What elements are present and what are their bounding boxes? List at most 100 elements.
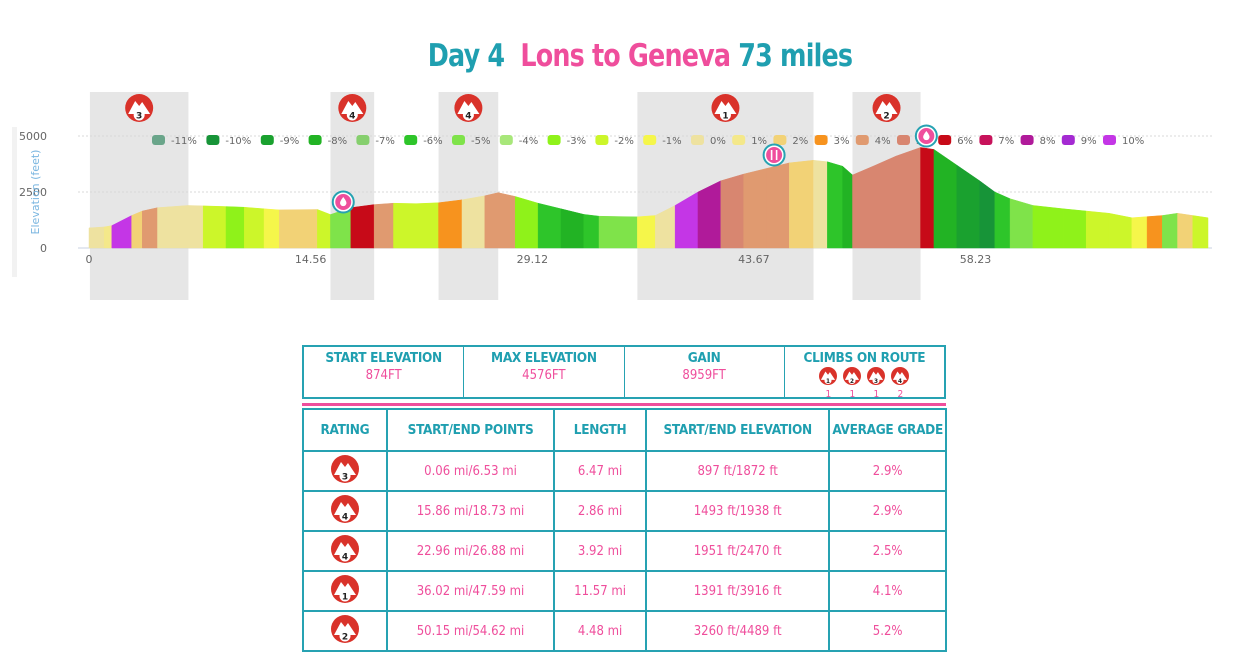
- elevation-segment: [697, 180, 722, 249]
- elevation-segment: [933, 148, 958, 249]
- points-cell: 22.96 mi/26.88 mi: [385, 530, 556, 572]
- legend-item: -6%: [404, 135, 443, 147]
- legend-swatch: [897, 135, 910, 145]
- food-stop-icon: [762, 143, 786, 167]
- elevation-segment: [1063, 208, 1087, 249]
- rating-cell: 1: [302, 570, 388, 612]
- legend-swatch: [979, 135, 993, 145]
- header-elevation: START/END ELEVATION: [644, 408, 831, 452]
- elevation-segment: [484, 192, 499, 249]
- legend-label: 4%: [875, 136, 891, 147]
- grade-cell: 5.2%: [828, 610, 947, 652]
- elevation-segment: [956, 164, 980, 249]
- legend-item: -2%: [595, 135, 634, 147]
- max-elevation-value: 4576FT: [522, 368, 566, 383]
- elevation-segment: [393, 202, 417, 249]
- mountain-shape: [821, 371, 836, 380]
- section-divider: [302, 403, 946, 406]
- table-header-row: RATING START/END POINTS LENGTH START/END…: [302, 408, 947, 452]
- elevation-segment: [263, 208, 280, 249]
- elevation-segment: [872, 155, 897, 249]
- start-elevation-value: 874FT: [365, 368, 402, 383]
- elevation-cell: 1493 ft/1938 ft: [644, 490, 831, 532]
- length-cell: 11.57 mi: [553, 570, 647, 612]
- elevation-segment: [920, 147, 935, 249]
- legend-swatch: [260, 135, 274, 145]
- climb-rating-badge: 4: [891, 367, 910, 385]
- x-tick-label: 29.12: [517, 253, 549, 266]
- y-tick-label: 5000: [19, 130, 47, 143]
- start-elevation-cell: START ELEVATION 874FT: [304, 347, 465, 397]
- climb-rating-badge: 1: [819, 367, 838, 385]
- legend-item: 10%: [1103, 135, 1144, 147]
- page-title: Day 4 Lons to Geneva 73 miles: [115, 38, 1165, 74]
- legend-swatch: [773, 135, 787, 145]
- elevation-segment: [994, 191, 1011, 249]
- elevation-segment: [1108, 212, 1133, 249]
- climb-rating-number: 3: [874, 379, 878, 385]
- legend-label: 1%: [751, 136, 767, 147]
- legend-label: -10%: [225, 136, 251, 147]
- climb-rating-number: 4: [342, 553, 348, 563]
- elevation-segment: [537, 202, 562, 249]
- climb-rating-number: 1: [342, 593, 348, 603]
- legend-label: 2%: [792, 136, 808, 147]
- legend-item: 3%: [814, 135, 849, 147]
- badge-number-bg: [339, 510, 351, 522]
- legend-label: -1%: [662, 136, 681, 147]
- elevation-segment: [1032, 205, 1064, 249]
- elevation-segment: [497, 192, 516, 249]
- legend-item: -3%: [547, 135, 586, 147]
- climb-count: 1: [849, 389, 856, 400]
- legend-swatch: [308, 135, 322, 145]
- badge-number-bg: [881, 109, 893, 121]
- elevation-cell: 1391 ft/3916 ft: [644, 570, 831, 612]
- climb-badge-3: 4: [454, 94, 483, 122]
- elevation-segment: [187, 205, 204, 249]
- legend-label: -7%: [375, 136, 394, 147]
- legend-item: -1%: [643, 135, 682, 147]
- climb-rating-number: 2: [850, 379, 854, 385]
- legend-swatch: [595, 135, 609, 145]
- elevation-segment: [157, 205, 189, 249]
- legend-label: -5%: [471, 136, 490, 147]
- climb-rating-badge: 3: [867, 367, 886, 385]
- legend-label: -9%: [280, 136, 299, 147]
- route-summary: START ELEVATION 874FT MAX ELEVATION 4576…: [302, 345, 946, 400]
- climb-badge-5: 2: [872, 94, 901, 122]
- water-stop-icon: [331, 190, 355, 214]
- climb-rating-badge: 2: [330, 615, 359, 643]
- mountain-shape: [333, 502, 356, 515]
- climb-rating-number: 2: [342, 633, 348, 643]
- water-stop-icon: [914, 124, 938, 148]
- legend-item: 9%: [1061, 135, 1097, 147]
- elevation-segment: [637, 215, 656, 249]
- length-cell: 4.48 mi: [553, 610, 647, 652]
- legend-swatch: [855, 135, 869, 145]
- badge-number-bg: [133, 109, 145, 121]
- badge-number-bg: [462, 109, 474, 121]
- climb-badge-1: 3: [125, 94, 154, 122]
- elevation-segment: [979, 180, 996, 249]
- legend-swatch: [643, 135, 657, 145]
- mountain-shape: [869, 371, 884, 380]
- elevation-segment: [330, 207, 352, 249]
- elevation-segment: [350, 204, 375, 249]
- elevation-chart[interactable]: 0 2500 5000 Elevation (feet) 0 14.56 29.12 43.6…: [0, 85, 1250, 315]
- elevation-segment: [103, 225, 113, 249]
- rating-cell: 4: [302, 490, 388, 532]
- x-tick-label: 0: [86, 253, 93, 266]
- elevation-segment: [438, 199, 463, 249]
- title-day: Day 4: [427, 38, 505, 74]
- y-axis-label: Elevation (feet): [29, 150, 42, 235]
- legend-item: 7%: [979, 135, 1014, 147]
- legend-item: -7%: [356, 135, 395, 147]
- legend-item: -8%: [308, 135, 347, 147]
- climb-rating-number: 3: [136, 112, 142, 122]
- elevation-cell: 897 ft/1872 ft: [644, 450, 831, 492]
- climb-rating-number: 4: [465, 112, 471, 122]
